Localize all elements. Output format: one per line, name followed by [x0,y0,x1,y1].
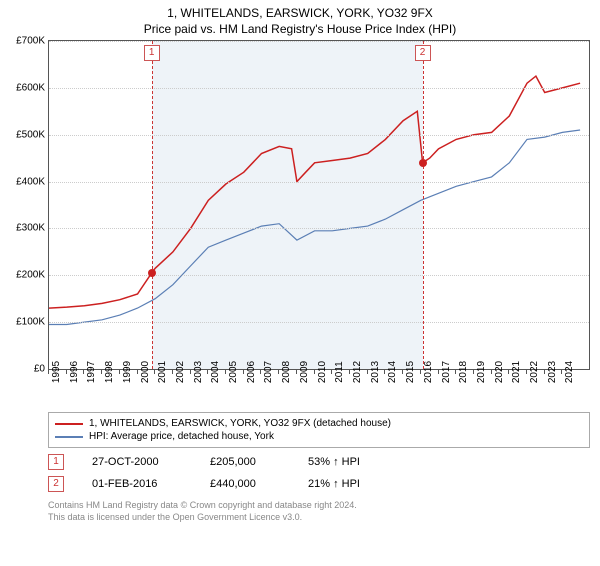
x-tick-label: 2013 [370,361,381,383]
x-tick-label: 2001 [157,361,168,383]
x-tick-label: 2008 [281,361,292,383]
footnote: Contains HM Land Registry data © Crown c… [48,500,600,523]
sale-pct: 53% ↑ HPI [308,456,360,468]
footnote-line: Contains HM Land Registry data © Crown c… [48,500,600,512]
x-tick-label: 2011 [334,361,345,383]
sale-marker-dot [419,159,427,167]
x-tick-label: 2015 [405,361,416,383]
x-tick-label: 2007 [263,361,274,383]
x-tick-label: 2023 [547,361,558,383]
x-tick-label: 2018 [458,361,469,383]
x-axis-labels: 1995199619971998199920002001200220032004… [48,370,590,408]
y-tick-label: £400K [16,176,45,187]
y-tick-label: £300K [16,223,45,234]
y-tick-label: £0 [34,364,45,375]
x-tick-label: 1995 [51,361,62,383]
y-tick-label: £500K [16,129,45,140]
sales-list: 1 27-OCT-2000 £205,000 53% ↑ HPI 2 01-FEB-201… [0,454,600,492]
sale-price: £205,000 [210,456,280,468]
legend-label: 1, WHITELANDS, EARSWICK, YORK, YO32 9FX … [89,418,391,429]
x-tick-label: 2022 [529,361,540,383]
x-tick-label: 2021 [511,361,522,383]
x-tick-label: 1997 [86,361,97,383]
sale-date: 27-OCT-2000 [92,456,182,468]
x-tick-label: 2009 [299,361,310,383]
legend-item: 1, WHITELANDS, EARSWICK, YORK, YO32 9FX … [55,417,583,430]
y-tick-label: £600K [16,82,45,93]
sale-row-marker: 1 [48,454,64,470]
x-tick-label: 2019 [476,361,487,383]
x-tick-label: 2002 [175,361,186,383]
x-tick-label: 1998 [104,361,115,383]
chart-lines [49,41,589,369]
chart-subtitle: Price paid vs. HM Land Registry's House … [0,22,600,36]
x-tick-label: 2006 [246,361,257,383]
sale-marker-line [423,41,424,369]
x-tick-label: 2020 [494,361,505,383]
chart-title: 1, WHITELANDS, EARSWICK, YORK, YO32 9FX [0,6,600,20]
sale-row: 2 01-FEB-2016 £440,000 21% ↑ HPI [48,476,600,492]
sale-row-marker: 2 [48,476,64,492]
chart-plot-area: £0£100K£200K£300K£400K£500K£600K£700K12 [48,40,590,370]
legend-label: HPI: Average price, detached house, York [89,431,274,442]
sale-marker-dot [148,269,156,277]
sale-marker-box: 1 [144,45,160,61]
sale-marker-line [152,41,153,369]
legend-swatch [55,423,83,425]
y-tick-label: £100K [16,317,45,328]
x-tick-label: 2005 [228,361,239,383]
x-tick-label: 1999 [122,361,133,383]
x-tick-label: 2000 [140,361,151,383]
legend-swatch [55,436,83,438]
x-tick-label: 2024 [564,361,575,383]
x-tick-label: 2017 [441,361,452,383]
y-tick-label: £700K [16,36,45,47]
x-tick-label: 2004 [210,361,221,383]
legend-item: HPI: Average price, detached house, York [55,430,583,443]
x-tick-label: 2012 [352,361,363,383]
y-tick-label: £200K [16,270,45,281]
x-tick-label: 2016 [423,361,434,383]
sale-price: £440,000 [210,478,280,490]
x-tick-label: 2014 [387,361,398,383]
sale-pct: 21% ↑ HPI [308,478,360,490]
sale-row: 1 27-OCT-2000 £205,000 53% ↑ HPI [48,454,600,470]
footnote-line: This data is licensed under the Open Gov… [48,512,600,524]
legend: 1, WHITELANDS, EARSWICK, YORK, YO32 9FX … [48,412,590,448]
sale-marker-box: 2 [415,45,431,61]
x-tick-label: 2003 [193,361,204,383]
sale-date: 01-FEB-2016 [92,478,182,490]
x-tick-label: 1996 [69,361,80,383]
x-tick-label: 2010 [317,361,328,383]
